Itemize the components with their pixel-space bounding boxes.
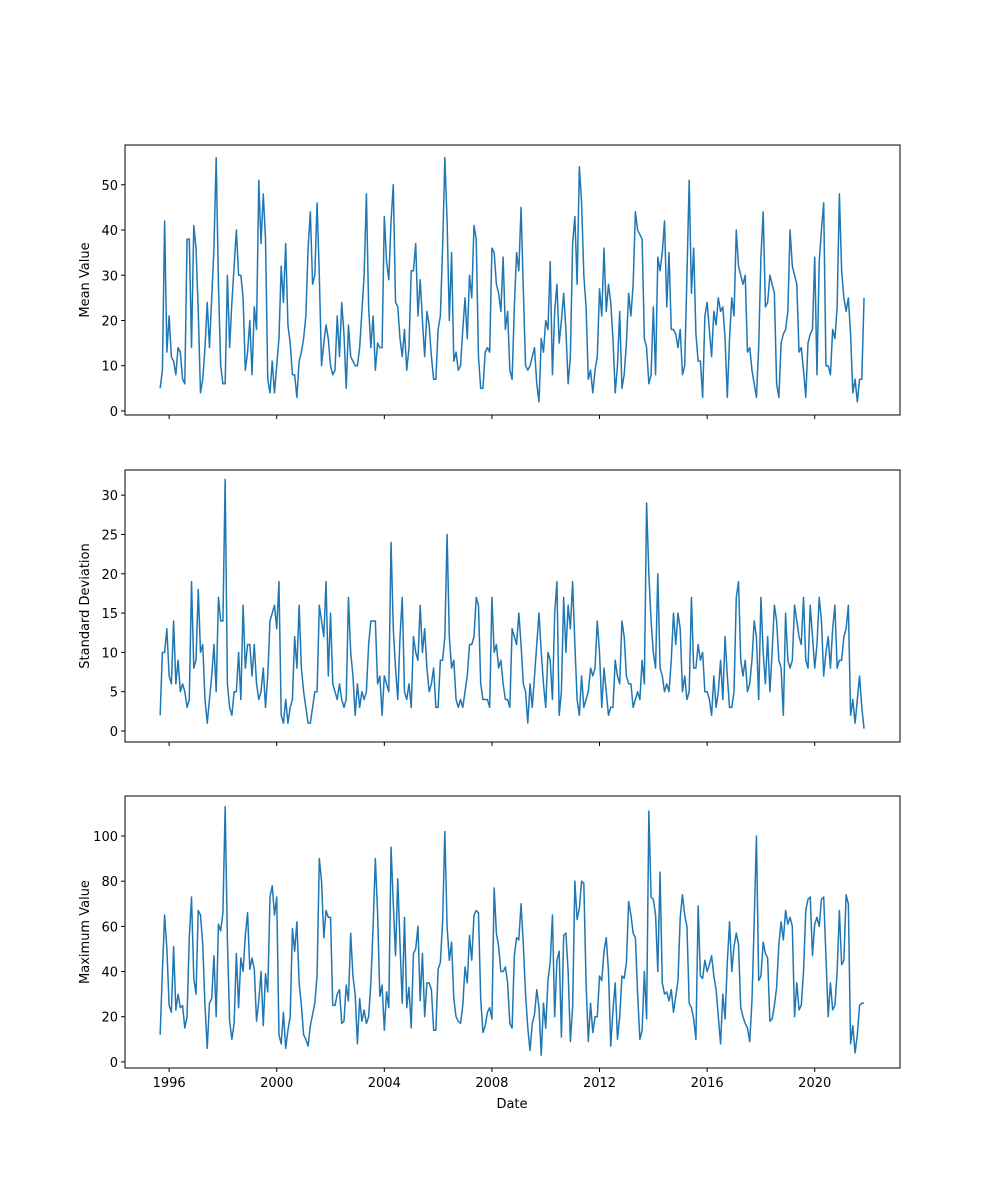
y-axis-label: Maximum Value — [78, 880, 93, 984]
y-tick-label: 0 — [110, 725, 118, 740]
y-tick-label: 30 — [101, 489, 118, 504]
y-axis-label: Standard Deviation — [78, 543, 93, 668]
y-tick-label: 10 — [101, 360, 118, 375]
x-tick-label: 2016 — [691, 1076, 724, 1091]
y-tick-label: 5 — [110, 686, 118, 701]
y-tick-label: 15 — [101, 607, 118, 622]
plot-area — [159, 156, 865, 403]
y-tick-label: 50 — [101, 179, 118, 194]
plot-area — [159, 478, 865, 729]
x-tick-label: 2004 — [368, 1076, 401, 1091]
y-tick-label: 10 — [101, 646, 118, 661]
y-tick-label: 25 — [101, 528, 118, 543]
data-line — [159, 156, 865, 403]
y-tick-label: 20 — [101, 314, 118, 329]
plot-area — [159, 805, 865, 1056]
x-tick-label: 2012 — [583, 1076, 616, 1091]
axes-frame — [124, 795, 901, 1069]
y-tick-label: 20 — [101, 568, 118, 583]
y-tick-label: 30 — [101, 269, 118, 284]
y-tick-label: 60 — [101, 920, 118, 935]
y-tick-label: 0 — [110, 405, 118, 420]
x-tick-label: 2008 — [475, 1076, 508, 1091]
axes-frame — [124, 469, 901, 743]
x-tick-label: 1996 — [153, 1076, 186, 1091]
x-tick-label: 2000 — [260, 1076, 293, 1091]
y-tick-label: 40 — [101, 224, 118, 239]
y-tick-label: 20 — [101, 1011, 118, 1026]
data-line — [159, 478, 865, 729]
axes-frame — [124, 144, 901, 416]
data-line — [159, 805, 865, 1056]
y-tick-label: 0 — [110, 1056, 118, 1071]
y-tick-label: 80 — [101, 875, 118, 890]
x-axis-label: Date — [496, 1097, 527, 1112]
x-tick-label: 2020 — [798, 1076, 831, 1091]
y-axis-label: Mean Value — [78, 242, 93, 317]
y-tick-label: 100 — [93, 830, 118, 845]
y-tick-label: 40 — [101, 966, 118, 981]
